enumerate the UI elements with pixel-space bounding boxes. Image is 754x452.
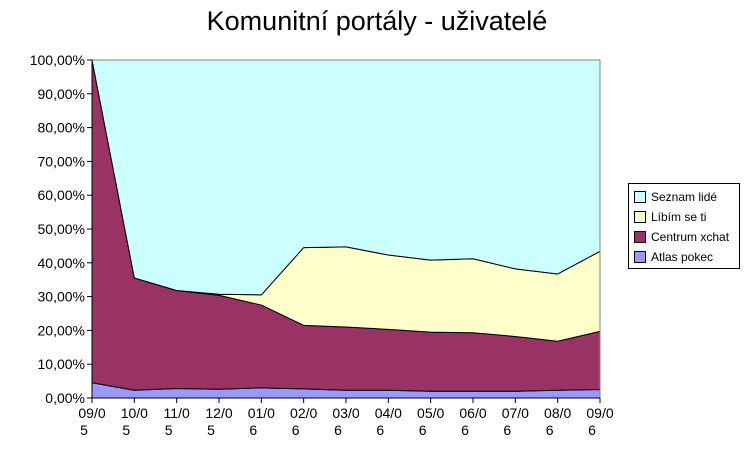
legend-label: Atlas pokec (651, 250, 714, 264)
series-areas (91, 59, 601, 399)
y-tick-label: 80,00% (38, 120, 85, 136)
y-tick-label: 90,00% (38, 86, 85, 102)
y-tick-label: 60,00% (38, 187, 85, 203)
legend-swatch (634, 191, 646, 203)
legend-label: Centrum xchat (651, 230, 730, 244)
legend-item-libim-se-ti: Líbím se ti (634, 207, 739, 227)
chart-title: Komunitní portály - uživatelé (206, 6, 548, 36)
y-tick-label: 50,00% (38, 221, 85, 237)
legend-label: Líbím se ti (651, 210, 707, 224)
x-tick-label: 07/0 6 (502, 405, 529, 438)
x-tick-label: 09/0 6 (586, 405, 613, 438)
x-tick-label: 06/0 6 (459, 405, 486, 438)
x-tick-label: 02/0 6 (290, 405, 317, 438)
x-tick-label: 03/0 6 (332, 405, 359, 438)
y-tick-label: 40,00% (38, 255, 85, 271)
x-tick-label: 09/0 5 (78, 405, 105, 438)
legend-swatch (634, 231, 646, 243)
y-tick-label: 30,00% (38, 289, 85, 305)
axes (87, 59, 601, 403)
y-tick-label: 0,00% (45, 390, 85, 406)
x-tick-label: 01/0 6 (248, 405, 275, 438)
legend-swatch (634, 211, 646, 223)
x-tick-label: 04/0 6 (375, 405, 402, 438)
x-tick-label: 12/0 5 (205, 405, 232, 438)
x-tick-label: 05/0 6 (417, 405, 444, 438)
x-tick-label: 08/0 6 (544, 405, 571, 438)
x-axis-tick-labels: 09/0 5 10/0 5 11/0 5 12/0 5 01/0 6 02/0 6 03/0 6 04/0 6… (78, 405, 613, 438)
legend-swatch (634, 251, 646, 263)
legend-label: Seznam lidé (651, 190, 718, 204)
y-tick-label: 70,00% (38, 153, 85, 169)
x-tick-label: 10/0 5 (121, 405, 148, 438)
y-tick-label: 10,00% (38, 356, 85, 372)
y-axis-tick-labels: 0,00% 10,00% 20,00% 30,00% 40,00% 50,00% 60,00… (30, 52, 85, 406)
y-tick-label: 20,00% (38, 322, 85, 338)
x-tick-label: 11/0 5 (164, 405, 190, 438)
legend-item-seznam-lide: Seznam lidé (634, 187, 739, 207)
legend: Seznam lidé Líbím se ti Centrum xchat Atlas… (628, 183, 740, 269)
legend-item-atlas-pokec: Atlas pokec (634, 247, 739, 267)
y-tick-label: 100,00% (30, 52, 85, 68)
legend-item-centrum-xchat: Centrum xchat (634, 227, 739, 247)
